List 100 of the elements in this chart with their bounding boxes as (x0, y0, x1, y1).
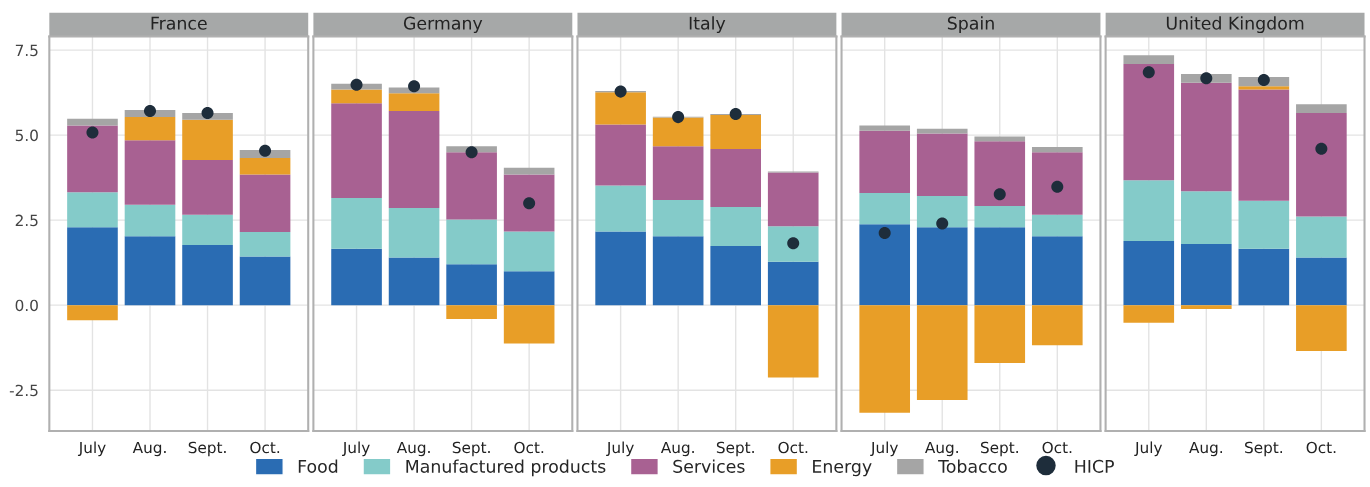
bar (652, 200, 704, 237)
bar (239, 174, 291, 233)
bar (1296, 104, 1347, 114)
point (993, 188, 1006, 201)
x-tick-label: Oct. (778, 441, 808, 454)
bar (124, 117, 176, 141)
bar (503, 231, 555, 272)
point (1142, 66, 1155, 79)
x-tick-label: Sept. (980, 441, 1018, 457)
bar (916, 196, 968, 228)
bar (1296, 216, 1347, 258)
point (936, 217, 949, 230)
bar (916, 133, 968, 197)
bar (331, 248, 382, 306)
bar (859, 125, 911, 131)
bar (1296, 113, 1347, 217)
legend-label: Manufactured products (406, 459, 606, 477)
x-tick-label: July (77, 441, 106, 457)
bar (67, 125, 118, 193)
point (465, 146, 478, 159)
bar (67, 227, 118, 306)
bar (67, 192, 118, 228)
bar (1238, 200, 1290, 249)
bar (503, 271, 555, 306)
bar (1031, 305, 1083, 346)
bar (1296, 257, 1347, 306)
bar (388, 207, 440, 258)
x-tick-label: Oct. (1042, 441, 1072, 454)
bar (239, 256, 291, 306)
point (614, 85, 627, 98)
x-tick-label: July (870, 441, 898, 457)
x-tick-label: July (342, 441, 370, 457)
point (1315, 142, 1328, 155)
bar (767, 261, 819, 306)
bar (124, 140, 176, 205)
x-tick-label: Aug. (925, 441, 958, 457)
bar (67, 305, 118, 321)
bar (916, 305, 968, 401)
point (143, 104, 157, 118)
legend-label: Tobacco (938, 459, 1007, 473)
bar (974, 141, 1026, 206)
chart-title: Germany (403, 16, 483, 34)
bar (1123, 55, 1175, 65)
bar (1180, 243, 1232, 306)
chart-title: Italy (689, 16, 726, 34)
bar (710, 149, 761, 207)
x-tick-label: Oct. (1306, 441, 1336, 454)
point (729, 108, 742, 121)
bar (1031, 147, 1083, 153)
bar (1123, 305, 1175, 323)
bar (446, 152, 497, 220)
legend-label: HICP (1075, 459, 1114, 473)
bar (331, 198, 382, 249)
point (523, 197, 536, 210)
bar (388, 257, 440, 306)
bar (595, 124, 646, 186)
bar (710, 246, 761, 306)
bar (503, 167, 555, 175)
bar (595, 231, 646, 306)
bar (67, 118, 118, 126)
bar (1238, 86, 1290, 90)
bar (974, 227, 1026, 306)
bar (1031, 152, 1083, 215)
x-tick-label: Sept. (716, 441, 754, 457)
bar (388, 93, 440, 111)
bar (974, 305, 1026, 363)
bar (767, 172, 819, 227)
bar (503, 174, 555, 232)
x-tick-label: Sept. (1245, 441, 1283, 457)
x-tick-label: Aug. (396, 441, 430, 457)
bar (446, 219, 497, 265)
chart-title: France (151, 16, 207, 30)
point (86, 126, 99, 139)
bar (239, 157, 291, 175)
bar (331, 103, 382, 199)
y-tick-label: 0.0 (15, 299, 38, 312)
bar (239, 232, 291, 257)
chart-title: United Kingdom (1166, 16, 1304, 34)
x-tick-label: Sept. (188, 441, 226, 457)
bar (710, 206, 761, 246)
bar (182, 244, 233, 306)
bar (652, 146, 704, 201)
bar (859, 130, 911, 193)
bar (595, 185, 646, 232)
bar (1031, 214, 1083, 237)
bar (1123, 240, 1175, 306)
point (1200, 72, 1213, 85)
legend-label: Services (673, 459, 745, 473)
y-tick-label: 7.5 (15, 44, 38, 57)
x-tick-label: July (606, 441, 634, 457)
bar (652, 236, 704, 306)
legend-label: Energy (813, 459, 872, 477)
point (878, 227, 891, 240)
x-tick-label: Oct. (250, 441, 280, 454)
bar (182, 159, 233, 215)
point (408, 80, 421, 93)
bar (1180, 305, 1232, 309)
point (259, 144, 272, 157)
bar (916, 227, 968, 306)
bar (1296, 305, 1347, 352)
